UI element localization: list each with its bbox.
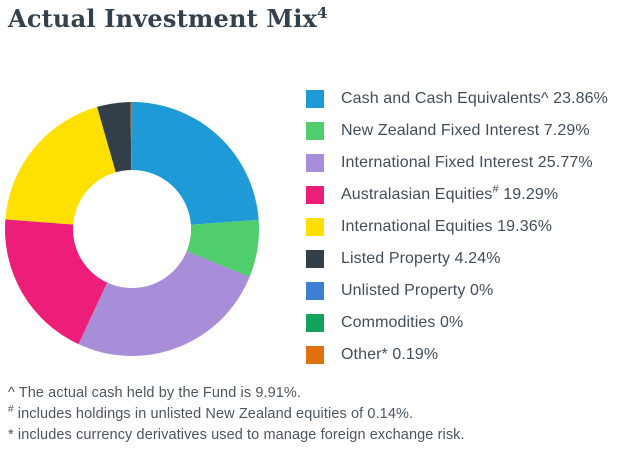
legend-swatch-cash-and-cash-equivalents [306,90,324,108]
legend-item-international-fixed-interest: International Fixed Interest 25.77% [306,154,608,172]
legend-swatch-international-equities [306,218,324,236]
legend-item-commodities: Commodities 0% [306,314,608,332]
legend-item-international-equities: International Equities 19.36% [306,218,608,236]
legend-item-listed-property: Listed Property 4.24% [306,250,608,268]
footnote-2: # includes holdings in unlisted New Zeal… [8,404,414,422]
legend-item-other: Other* 0.19% [306,346,608,364]
donut-slice-other [130,102,132,170]
legend-swatch-listed-property [306,250,324,268]
legend-label: Unlisted Property 0% [341,282,494,299]
legend-item-cash-and-cash-equivalents: Cash and Cash Equivalents^ 23.86% [306,90,608,108]
legend-swatch-other [306,346,324,364]
legend-label: New Zealand Fixed Interest 7.29% [341,122,590,139]
legend-swatch-australasian-equities [306,186,324,204]
legend-swatch-international-fixed-interest [306,154,324,172]
donut-slice-australasian-equities [5,219,108,345]
chart-legend: Cash and Cash Equivalents^ 23.86% New Zea… [306,90,608,378]
donut-slice-international-fixed-interest [78,251,250,356]
footnote-3: * includes currency derivatives used to … [8,427,465,443]
legend-swatch-commodities [306,314,324,332]
legend-swatch-unlisted-property [306,282,324,300]
legend-label: Listed Property 4.24% [341,250,501,267]
donut-slice-new-zealand-fixed-interest [186,219,259,277]
donut-slice-listed-property [97,102,132,173]
legend-label: Other* 0.19% [341,346,439,363]
chart-title-text: Actual Investment Mix [8,4,318,33]
legend-item-australasian-equities: Australasian Equities# 19.29% [306,183,608,204]
footnote-1: ^ The actual cash held by the Fund is 9.… [8,385,302,401]
footnotes: ^ The actual cash held by the Fund is 9.… [8,383,465,446]
legend-swatch-new-zealand-fixed-interest [306,122,324,140]
legend-item-new-zealand-fixed-interest: New Zealand Fixed Interest 7.29% [306,122,608,140]
legend-label: International Equities 19.36% [341,218,553,235]
legend-label: Cash and Cash Equivalents^ 23.86% [341,90,608,107]
chart-title-footnote-ref: 4 [317,4,328,22]
donut-chart [5,102,259,356]
donut-slice-cash-and-cash-equivalents [132,102,259,225]
legend-label: Commodities 0% [341,314,464,331]
legend-item-unlisted-property: Unlisted Property 0% [306,282,608,300]
chart-title: Actual Investment Mix4 [8,4,328,33]
donut-slice-international-equities [5,106,116,225]
legend-label: International Fixed Interest 25.77% [341,154,593,171]
legend-label: Australasian Equities# 19.29% [341,183,559,203]
